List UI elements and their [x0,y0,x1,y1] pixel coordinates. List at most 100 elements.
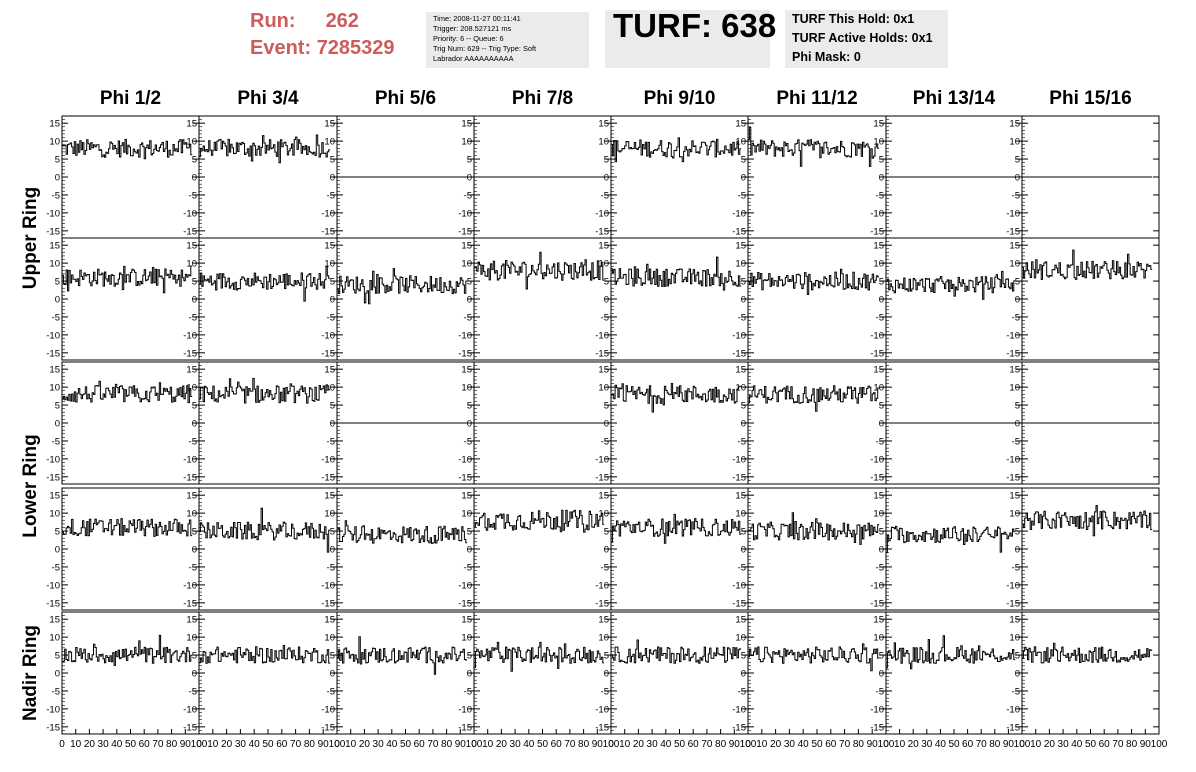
waveform-trace [748,385,880,412]
panel-frame [747,237,887,361]
panel-frame [61,611,200,735]
y-tick-label: 15 [49,491,60,502]
x-tick-label: 80 [304,739,316,750]
panel-frame [61,115,200,239]
x-tick-label: 10 [619,739,631,750]
y-tick-label: 5 [55,651,60,662]
y-tick-label: -15 [732,226,746,237]
y-tick-label: -5 [601,436,609,447]
y-tick-label: -10 [46,208,60,219]
x-tick-label: 90 [729,739,741,750]
x-tick-label: 20 [1044,739,1056,750]
y-tick-label: -10 [1006,704,1020,715]
y-tick-label: 0 [55,545,60,556]
panel-frame [885,611,1023,735]
info-line: Trig Num: 629 -- Trig Type: Soft [433,44,537,53]
y-tick-label: 10 [324,259,335,270]
y-tick-label: 15 [49,119,60,130]
waveform-trace [474,641,605,672]
waveform-trace [748,127,880,167]
y-tick-label: 5 [604,651,609,662]
panel-frame [473,487,612,611]
y-tick-label: 0 [467,173,472,184]
panel-frame [747,487,887,611]
y-tick-label: -10 [1006,454,1020,465]
x-tick-label: 20 [359,739,371,750]
ring-title: Upper Ring [20,187,41,289]
y-tick-label: -10 [46,330,60,341]
y-tick-label: -10 [732,330,746,341]
waveform-trace [748,643,880,672]
x-tick-label: 90 [1003,739,1015,750]
x-tick-label: 40 [523,739,535,750]
panel-frame [747,361,887,485]
y-tick-label: 15 [324,615,335,626]
y-tick-label: -10 [183,580,197,591]
y-tick-label: -5 [52,436,60,447]
y-tick-label: 0 [741,419,746,430]
y-tick-label: -10 [595,704,609,715]
x-tick-label: 10 [1030,739,1042,750]
y-tick-label: -10 [46,580,60,591]
y-tick-label: 0 [1015,669,1020,680]
y-tick-label: 0 [741,669,746,680]
y-tick-label: 0 [330,295,335,306]
y-tick-label: 10 [873,259,884,270]
y-tick-label: -15 [321,348,335,359]
y-tick-label: 10 [873,383,884,394]
y-tick-label: 0 [55,669,60,680]
turf-title: TURF: 638 [613,7,777,44]
y-tick-label: 0 [192,173,197,184]
x-tick-label: 90 [867,739,879,750]
panel-frame [747,611,887,735]
y-tick-label: 0 [330,545,335,556]
y-tick-label: 10 [461,509,472,520]
y-tick-label: -10 [870,330,884,341]
waveform-trace [199,134,331,164]
hold-line: Phi Mask: 0 [792,50,861,64]
y-tick-label: -15 [321,226,335,237]
y-tick-label: -5 [464,312,472,323]
waveform-trace [611,383,742,413]
y-tick-label: -15 [732,348,746,359]
waveform-trace [337,636,468,675]
y-tick-label: -15 [458,472,472,483]
run-value: 262 [325,10,359,32]
y-tick-label: -10 [183,454,197,465]
y-tick-label: 10 [598,509,609,520]
column-title: Phi 1/2 [100,88,161,109]
y-tick-label: 10 [324,509,335,520]
trigger-info-box: Time: 2008-11-27 00:11:41 Trigger: 208.5… [426,12,589,68]
column-title: Phi 3/4 [237,88,299,109]
y-tick-label: -5 [738,562,746,573]
x-tick-label: 60 [1099,739,1111,750]
event-line: Event: 7285329 [250,35,420,62]
y-tick-label: 10 [1009,259,1020,270]
y-tick-label: 10 [461,259,472,270]
waveform-trace [62,518,193,537]
y-tick-label: 10 [1009,383,1020,394]
x-tick-label: 90 [1140,739,1152,750]
y-tick-label: 5 [741,401,746,412]
x-tick-label: 100 [329,739,346,750]
panel-frame [336,611,475,735]
waveform-trace [748,268,880,295]
y-tick-label: -10 [595,580,609,591]
y-tick-label: 15 [598,615,609,626]
x-tick-label: 50 [1085,739,1097,750]
y-tick-label: 15 [735,119,746,130]
y-tick-label: -15 [595,598,609,609]
y-tick-label: 5 [741,277,746,288]
y-tick-label: 5 [879,155,884,166]
y-tick-label: -15 [870,722,884,733]
y-tick-label: 0 [467,669,472,680]
y-tick-label: 5 [467,401,472,412]
y-tick-label: 5 [741,651,746,662]
y-tick-label: 10 [735,137,746,148]
y-tick-label: 15 [1009,491,1020,502]
x-tick-label: 30 [373,739,385,750]
x-tick-label: 70 [839,739,851,750]
y-tick-label: 5 [741,527,746,538]
y-tick-label: -15 [183,598,197,609]
x-tick-label: 100 [191,739,208,750]
